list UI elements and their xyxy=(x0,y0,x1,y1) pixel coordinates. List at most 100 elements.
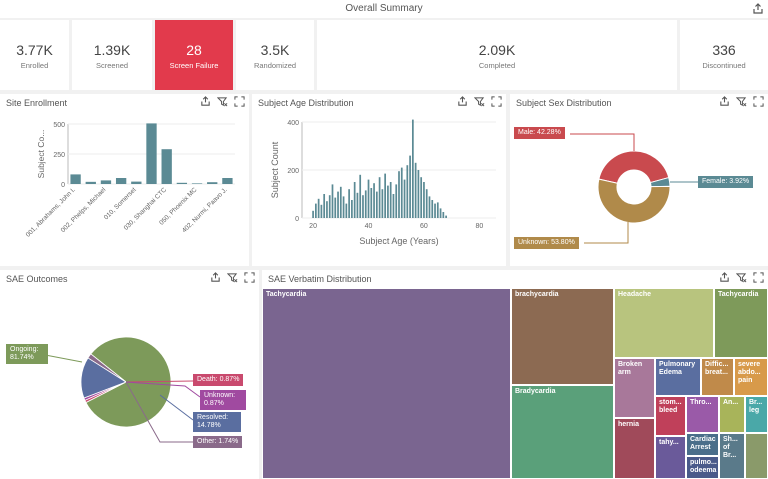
export-button[interactable] xyxy=(719,96,730,107)
treemap-tile[interactable]: Sh... of Br... xyxy=(719,433,745,479)
clear-filter-icon xyxy=(217,97,228,107)
export-button[interactable] xyxy=(457,96,468,107)
treemap-tile[interactable]: brachycardia xyxy=(511,288,614,385)
bar xyxy=(381,189,384,218)
legend-female: Female: 3.92% xyxy=(698,176,754,188)
pie-slice xyxy=(87,353,127,383)
age-distribution-panel: Subject Age Distribution 0 200 400 20 40 60 80… xyxy=(252,94,506,266)
bar xyxy=(428,196,431,218)
treemap-tile[interactable]: Tachycardia xyxy=(714,288,768,358)
legend-other: Other: 1.74% xyxy=(193,436,243,448)
bar xyxy=(425,189,428,218)
bar xyxy=(176,182,188,184)
filter-button[interactable] xyxy=(474,96,485,107)
kpi-screened[interactable]: 1.39K Screened xyxy=(72,20,152,90)
bar xyxy=(375,191,378,218)
export-icon xyxy=(201,96,210,106)
treemap-tile[interactable]: Pulmonary Edema xyxy=(655,358,701,396)
bar xyxy=(436,202,439,218)
legend-male: Male: 42.28% xyxy=(514,127,565,139)
bar xyxy=(439,208,442,218)
treemap-tile[interactable]: An... xyxy=(719,396,745,433)
bar xyxy=(312,210,314,218)
kpi-completed[interactable]: 2.09K Completed xyxy=(317,20,677,90)
y-tick-label: 0 xyxy=(295,216,299,223)
treemap-tile[interactable]: pulmo... odeema xyxy=(686,456,719,479)
treemap-tile[interactable]: Diffic... breat... xyxy=(701,358,734,396)
x-tick-label: 40 xyxy=(365,223,373,230)
y-tick-label: 400 xyxy=(287,120,299,127)
filter-button[interactable] xyxy=(217,96,228,107)
bar xyxy=(389,182,392,218)
bar xyxy=(345,203,348,218)
bar xyxy=(417,170,420,218)
site-enrollment-panel: Site Enrollment 0 250 500 001, Abrahams, Jo… xyxy=(0,94,249,266)
x-tick-label: 001, Abrahams, John I. xyxy=(25,186,77,238)
y-tick-label: 0 xyxy=(61,182,65,189)
treemap-tile[interactable] xyxy=(745,433,768,479)
leader-line xyxy=(125,380,194,383)
bar xyxy=(314,203,317,218)
sae-outcomes-panel: SAE Outcomes Ongoing: 81.74% Death: 0.87… xyxy=(0,270,259,479)
treemap-tile[interactable]: Cardiac Arrest xyxy=(686,433,719,456)
x-tick-label: 80 xyxy=(475,223,483,230)
kpi-randomized[interactable]: 3.5K Randomized xyxy=(236,20,314,90)
kpi-enrolled[interactable]: 3.77K Enrolled xyxy=(0,20,69,90)
legend-unknown: Unknown: 0.87% xyxy=(200,390,246,410)
donut-slice xyxy=(597,178,671,224)
bar xyxy=(337,191,339,218)
bar xyxy=(414,162,417,218)
treemap-tile[interactable]: severe abdo... pain xyxy=(734,358,768,396)
filter-button[interactable] xyxy=(736,96,747,107)
bar xyxy=(317,198,320,218)
kpi-discontinued[interactable]: 336 Discontinued xyxy=(680,20,768,90)
bar xyxy=(326,201,328,218)
treemap-tile[interactable]: Headache xyxy=(614,288,714,358)
bar xyxy=(85,181,96,184)
bar xyxy=(442,212,445,218)
treemap-tile[interactable]: Br... leg xyxy=(745,396,768,433)
bar xyxy=(323,194,326,218)
maximize-button[interactable] xyxy=(753,96,764,107)
bar xyxy=(420,177,423,218)
maximize-icon xyxy=(234,96,245,107)
maximize-button[interactable] xyxy=(234,96,245,107)
kpi-screen-failure[interactable]: 28 Screen Failure xyxy=(155,20,233,90)
kpi-value: 3.77K xyxy=(16,42,53,58)
bar xyxy=(348,189,350,218)
filter-button[interactable] xyxy=(736,272,747,283)
kpi-value: 336 xyxy=(712,42,736,58)
bar xyxy=(328,195,331,218)
sex-distribution-chart xyxy=(570,133,698,244)
treemap-tile[interactable]: Thro... xyxy=(686,396,719,433)
maximize-button[interactable] xyxy=(244,272,255,283)
donut-slice xyxy=(598,150,670,184)
bar xyxy=(445,215,447,218)
treemap-tile[interactable]: stom... bleed xyxy=(655,396,686,436)
bar xyxy=(431,200,434,218)
treemap-tile[interactable]: Tachycardia xyxy=(262,288,511,479)
maximize-button[interactable] xyxy=(753,272,764,283)
filter-button[interactable] xyxy=(227,272,238,283)
bar xyxy=(387,185,389,218)
treemap-tile[interactable]: hernia xyxy=(614,418,655,479)
maximize-button[interactable] xyxy=(491,96,502,107)
bar xyxy=(370,188,373,218)
maximize-icon xyxy=(753,96,764,107)
x-axis-label: Subject Age (Years) xyxy=(359,236,438,246)
bar xyxy=(222,178,233,184)
leader-line xyxy=(125,381,193,443)
legend-unknown: Unknown: 53.80% xyxy=(514,237,579,249)
sae-outcomes-chart xyxy=(39,336,201,443)
y-tick-label: 500 xyxy=(53,122,65,129)
bar xyxy=(339,186,342,218)
export-button[interactable] xyxy=(210,272,221,283)
sae-verbatim-panel: SAE Verbatim Distribution Tachycardia br… xyxy=(262,270,768,479)
treemap-tile[interactable]: Broken arm xyxy=(614,358,655,418)
export-button[interactable] xyxy=(752,2,764,18)
export-button[interactable] xyxy=(719,272,730,283)
export-button[interactable] xyxy=(200,96,211,107)
treemap-tile[interactable]: Bradycardia xyxy=(511,385,614,479)
panel-title: Subject Age Distribution xyxy=(258,98,354,108)
treemap-tile[interactable]: tahy... xyxy=(655,436,686,479)
